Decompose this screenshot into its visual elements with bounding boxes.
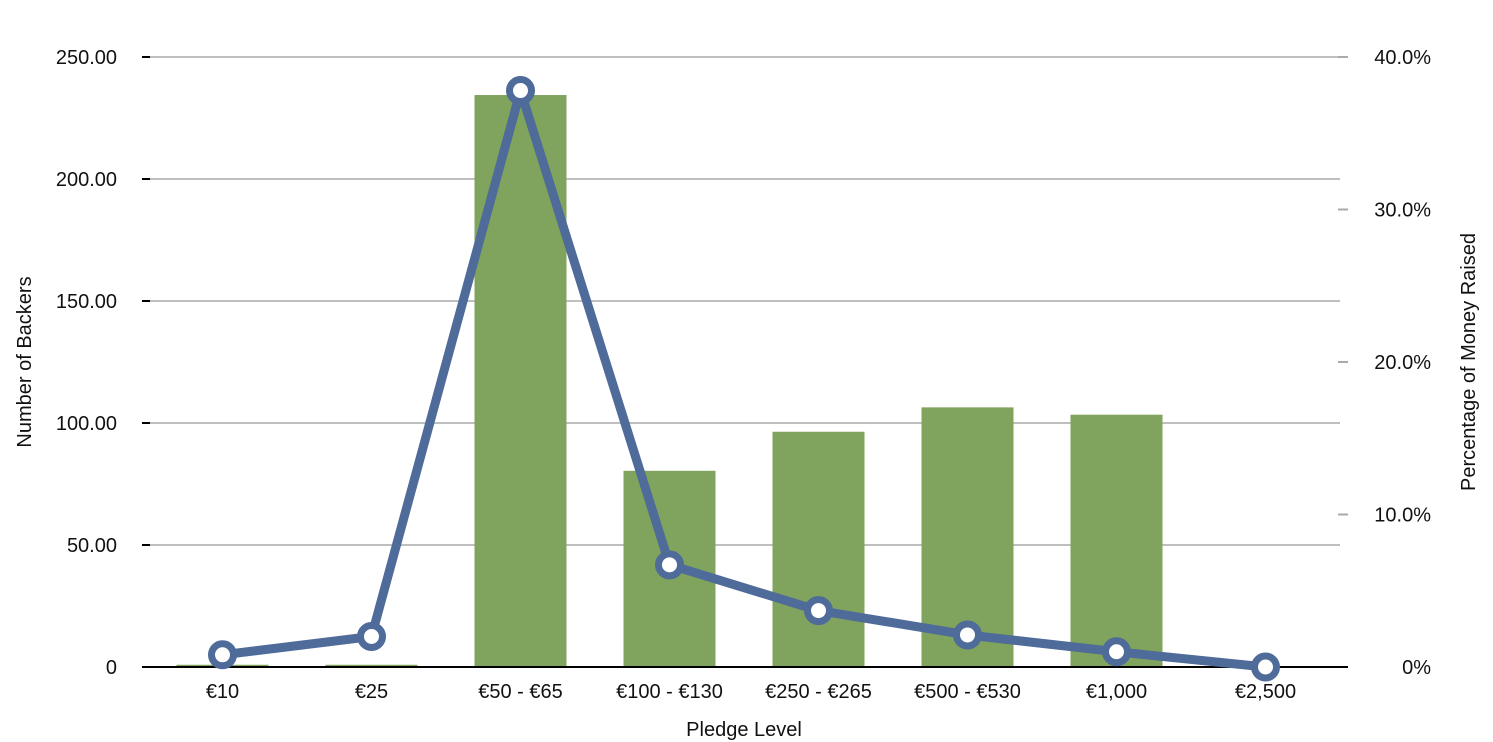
- line-path: [221, 86, 1266, 672]
- line-marker: [1251, 652, 1280, 682]
- line-marker: [1102, 637, 1131, 667]
- x-tick-label: €25: [355, 681, 388, 703]
- right-tick-label: 0%: [1402, 657, 1431, 679]
- left-tick-label: 0: [106, 657, 117, 679]
- line-marker: [208, 640, 237, 670]
- bar: [772, 431, 865, 666]
- x-tick-label: €500 - €530: [914, 681, 1021, 703]
- left-tick-label: 200.00: [56, 169, 117, 191]
- line-marker: [506, 76, 535, 106]
- left-axis-ticks: 0 50.00 100.00 150.00 200.00 250.00: [56, 47, 150, 679]
- left-tick-label: 250.00: [56, 47, 117, 69]
- right-tick-label: 20.0%: [1374, 352, 1431, 374]
- y2-axis-title: Percentage of Money Raised: [1458, 233, 1480, 491]
- line-marker: [804, 596, 833, 626]
- x-tick-label: €250 - €265: [765, 681, 872, 703]
- x-tick-label: €1,000: [1086, 681, 1147, 703]
- line-marker: [953, 620, 982, 650]
- x-axis-title: Pledge Level: [686, 719, 802, 741]
- left-tick-label: 50.00: [67, 535, 117, 557]
- right-axis-ticks: 0% 10.0% 20.0% 30.0% 40.0%: [1338, 47, 1431, 679]
- x-axis-tick-labels: €10 €25 €50 - €65 €100 - €130 €250 - €265 €50…: [206, 681, 1296, 703]
- bar: [325, 664, 418, 666]
- bar: [1070, 414, 1163, 666]
- line-series-percentage: [208, 76, 1280, 682]
- x-tick-label: €100 - €130: [616, 681, 723, 703]
- right-tick-label: 30.0%: [1374, 200, 1431, 222]
- right-tick-label: 40.0%: [1374, 47, 1431, 69]
- left-tick-label: 150.00: [56, 291, 117, 313]
- line-marker: [357, 622, 386, 651]
- bar-series-backers: [176, 95, 1163, 667]
- y-axis-title: Number of Backers: [14, 276, 36, 447]
- x-tick-label: €2,500: [1235, 681, 1296, 703]
- x-tick-label: €10: [206, 681, 239, 703]
- left-tick-label: 100.00: [56, 413, 117, 435]
- x-tick-label: €50 - €65: [478, 681, 563, 703]
- line-marker: [655, 550, 684, 580]
- right-tick-label: 10.0%: [1374, 505, 1431, 527]
